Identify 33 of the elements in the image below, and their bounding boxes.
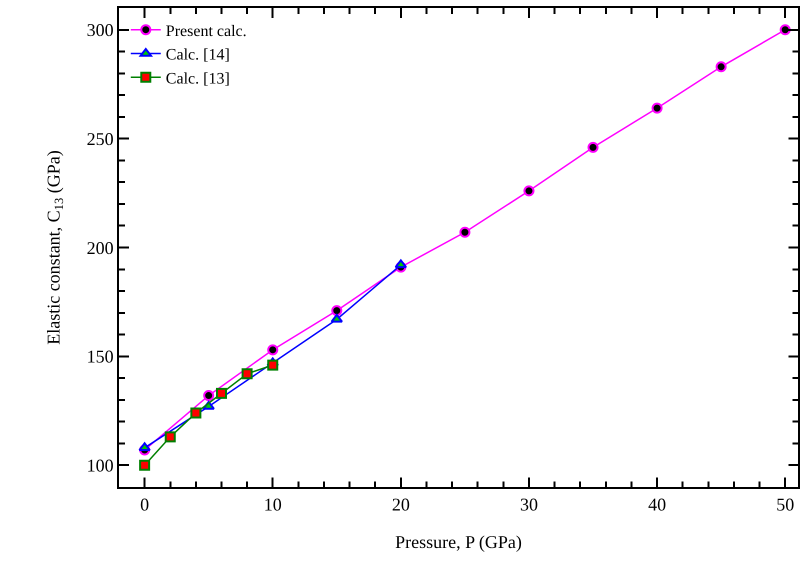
x-tick-label: 20 <box>392 494 410 514</box>
point <box>331 305 342 316</box>
point <box>216 388 227 399</box>
x-tick-label: 50 <box>776 494 794 514</box>
y-tick-label: 100 <box>86 456 114 476</box>
legend-label: Present calc. <box>166 22 247 40</box>
point <box>588 142 599 153</box>
point <box>164 431 176 442</box>
point <box>780 24 791 36</box>
point <box>330 314 343 323</box>
legend-label: Calc. [13] <box>166 70 230 88</box>
point <box>267 360 278 371</box>
x-tick-label: 30 <box>520 494 538 514</box>
x-axis-title: Pressure, P (GPa) <box>395 532 522 552</box>
point <box>139 460 150 471</box>
x-tick-label: 10 <box>264 494 282 514</box>
y-tick-label: 150 <box>86 346 114 367</box>
y-tick-label: 200 <box>86 238 114 258</box>
point <box>459 226 470 238</box>
point <box>652 102 663 114</box>
point <box>716 61 727 72</box>
point <box>138 442 151 452</box>
legend-label: Calc. [14] <box>166 46 230 64</box>
point <box>203 390 214 402</box>
point <box>242 368 253 380</box>
x-tick-label: 0 <box>140 494 150 514</box>
point <box>267 344 278 356</box>
point <box>523 185 534 196</box>
y-tick-label: 300 <box>86 20 114 40</box>
x-tick-label: 40 <box>648 494 666 514</box>
point <box>394 259 408 268</box>
y-tick-label: 250 <box>86 128 114 149</box>
point <box>190 407 202 418</box>
